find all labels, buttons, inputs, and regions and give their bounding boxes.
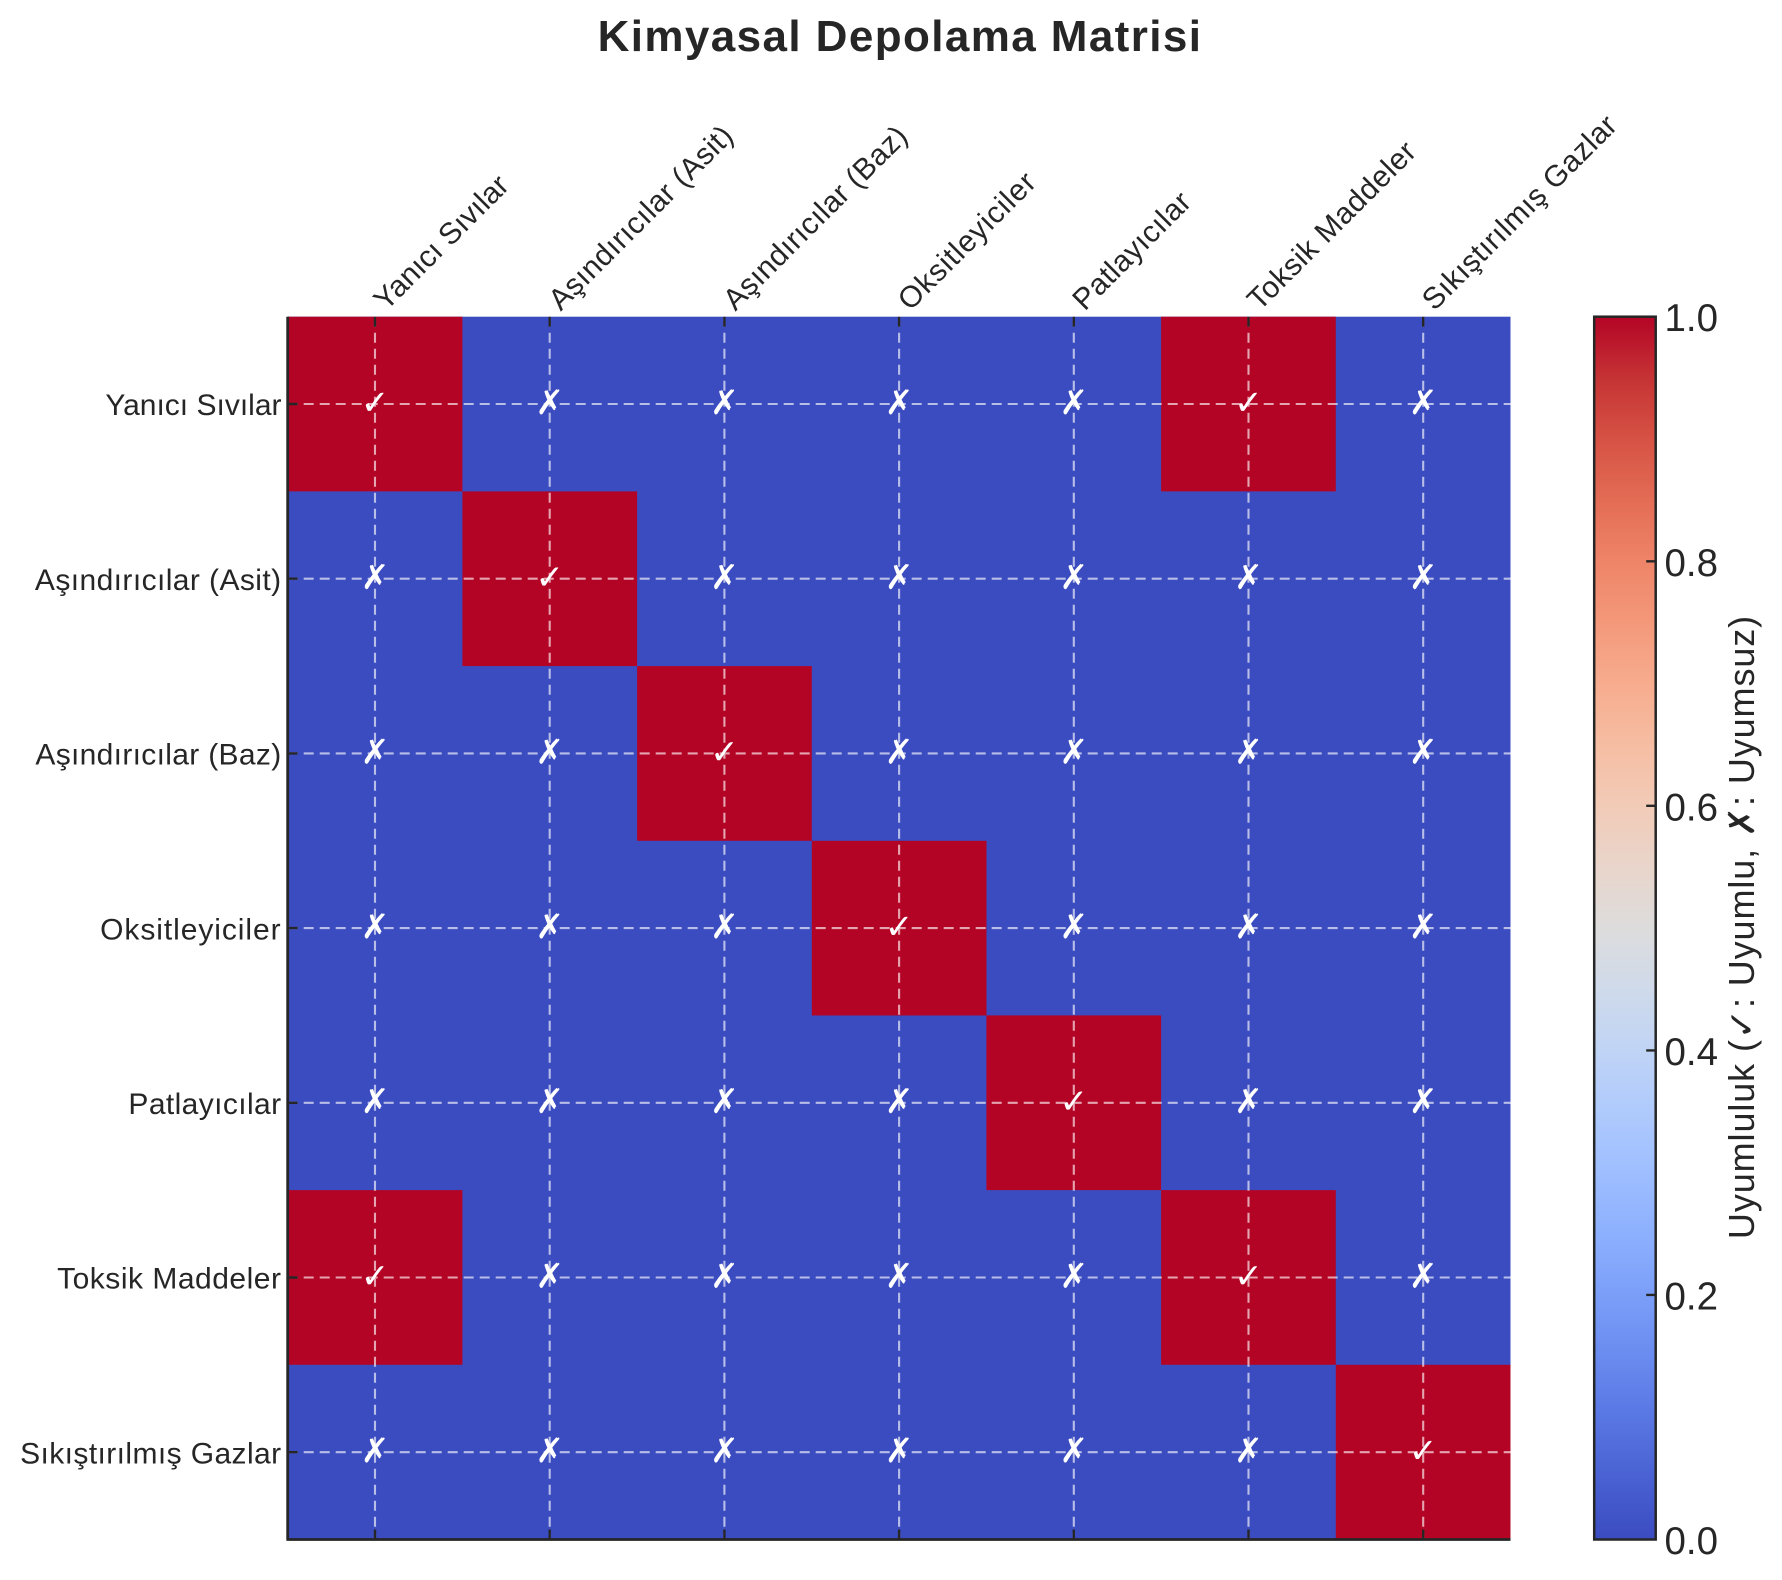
- svg-text:1.0: 1.0: [1665, 297, 1719, 340]
- svg-text:0.2: 0.2: [1665, 1275, 1719, 1318]
- svg-text:Oksitleyiciler: Oksitleyiciler: [100, 913, 281, 946]
- svg-text:Aşındırıcılar (Baz): Aşındırıcılar (Baz): [35, 739, 281, 772]
- svg-text:Sıkıştırılmış Gazlar: Sıkıştırılmış Gazlar: [20, 1437, 281, 1470]
- svg-text:Patlayıcılar: Patlayıcılar: [128, 1088, 281, 1121]
- svg-text:0.8: 0.8: [1665, 542, 1719, 585]
- svg-text:0.6: 0.6: [1665, 786, 1719, 829]
- svg-text:Toksik Maddeler: Toksik Maddeler: [57, 1263, 281, 1296]
- svg-text:0.0: 0.0: [1665, 1520, 1719, 1563]
- svg-text:Uyumluluk (✓: Uyumlu, ✗: Uyums: Uyumluluk (✓: Uyumlu, ✗: Uyumsuz): [1721, 615, 1762, 1239]
- svg-text:0.4: 0.4: [1665, 1031, 1719, 1074]
- svg-text:Yanıcı Sıvılar: Yanıcı Sıvılar: [105, 389, 281, 422]
- svg-text:Kimyasal Depolama Matrisi: Kimyasal Depolama Matrisi: [598, 12, 1203, 61]
- svg-text:Aşındırıcılar (Asit): Aşındırıcılar (Asit): [35, 564, 282, 597]
